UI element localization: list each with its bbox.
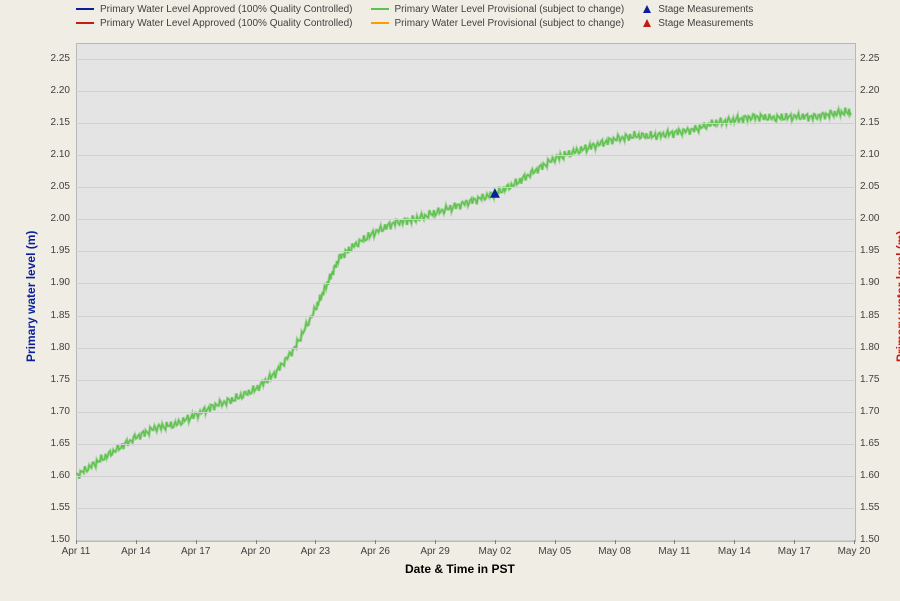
legend-item: Primary Water Level Provisional (subject… [371,18,625,29]
y-axis-left-title: Primary water level (m) [24,230,38,361]
x-tick-mark [256,540,257,544]
x-axis-title: Date & Time in PST [405,562,515,576]
y-right-tick-label: 1.90 [860,277,879,288]
y-axis-right-title: Primary water level (m) [894,230,900,361]
grid-line-horizontal [76,380,854,381]
legend-label: Primary Water Level Approved (100% Quali… [100,4,353,15]
y-left-tick-label: 1.95 [42,245,70,256]
y-left-tick-label: 1.60 [42,470,70,481]
x-tick-mark [555,540,556,544]
grid-line-horizontal [76,444,854,445]
y-left-tick-label: 2.10 [42,149,70,160]
x-tick-label: Apr 29 [415,546,455,557]
legend-item: Primary Water Level Approved (100% Quali… [76,18,353,29]
legend-line-swatch [76,22,94,24]
legend-item: Stage Measurements [642,4,753,15]
grid-line-horizontal [76,476,854,477]
y-right-tick-label: 2.25 [860,53,879,64]
y-right-tick-label: 1.75 [860,374,879,385]
x-tick-label: Apr 23 [295,546,335,557]
y-left-tick-label: 1.85 [42,310,70,321]
grid-line-horizontal [76,348,854,349]
y-right-tick-label: 2.10 [860,149,879,160]
y-right-tick-label: 2.00 [860,213,879,224]
y-left-tick-label: 1.65 [42,438,70,449]
grid-line-horizontal [76,251,854,252]
y-right-tick-label: 1.85 [860,310,879,321]
grid-line-horizontal [76,508,854,509]
legend-item: Primary Water Level Provisional (subject… [371,4,625,15]
grid-line-horizontal [76,540,854,541]
y-right-tick-label: 2.05 [860,181,879,192]
y-left-tick-label: 2.15 [42,117,70,128]
x-tick-label: Apr 26 [355,546,395,557]
x-tick-mark [794,540,795,544]
x-tick-label: May 08 [595,546,635,557]
y-right-tick-label: 1.50 [860,534,879,545]
legend-label: Stage Measurements [658,18,753,29]
y-left-tick-label: 2.05 [42,181,70,192]
grid-line-horizontal [76,412,854,413]
x-tick-label: May 14 [714,546,754,557]
legend-item: Primary Water Level Approved (100% Quali… [76,4,353,15]
x-tick-mark [854,540,855,544]
y-left-tick-label: 1.80 [42,342,70,353]
x-tick-label: May 20 [834,546,874,557]
y-left-tick-label: 2.25 [42,53,70,64]
x-tick-label: May 17 [774,546,814,557]
legend-line-swatch [76,8,94,10]
x-tick-label: Apr 17 [176,546,216,557]
y-right-tick-label: 1.55 [860,502,879,513]
y-left-tick-label: 2.20 [42,85,70,96]
y-left-tick-label: 1.50 [42,534,70,545]
x-tick-mark [615,540,616,544]
y-left-tick-label: 1.75 [42,374,70,385]
x-tick-label: Apr 20 [236,546,276,557]
legend-label: Stage Measurements [658,4,753,15]
y-right-tick-label: 2.15 [860,117,879,128]
grid-line-horizontal [76,316,854,317]
legend-line-swatch [371,8,389,10]
y-right-tick-label: 1.95 [860,245,879,256]
legend-triangle-swatch [642,4,652,14]
y-left-tick-label: 2.00 [42,213,70,224]
grid-line-horizontal [76,283,854,284]
grid-line-horizontal [76,155,854,156]
x-tick-mark [495,540,496,544]
y-left-tick-label: 1.70 [42,406,70,417]
y-right-tick-label: 2.20 [860,85,879,96]
x-tick-label: Apr 11 [56,546,96,557]
grid-line-horizontal [76,91,854,92]
x-tick-mark [315,540,316,544]
x-tick-mark [375,540,376,544]
x-tick-mark [734,540,735,544]
y-right-tick-label: 1.65 [860,438,879,449]
y-right-tick-label: 1.80 [860,342,879,353]
grid-line-horizontal [76,219,854,220]
x-tick-label: May 05 [535,546,575,557]
x-tick-mark [136,540,137,544]
grid-line-horizontal [76,123,854,124]
legend-label: Primary Water Level Provisional (subject… [395,4,625,15]
grid-line-horizontal [76,59,854,60]
legend-label: Primary Water Level Approved (100% Quali… [100,18,353,29]
x-tick-label: May 11 [654,546,694,557]
y-left-tick-label: 1.90 [42,277,70,288]
legend-label: Primary Water Level Provisional (subject… [395,18,625,29]
x-tick-mark [674,540,675,544]
y-right-tick-label: 1.60 [860,470,879,481]
legend-item: Stage Measurements [642,18,753,29]
x-tick-mark [196,540,197,544]
plot-area [76,43,856,542]
chart-legend: Primary Water Level Approved (100% Quali… [0,2,900,30]
x-tick-label: May 02 [475,546,515,557]
y-right-tick-label: 1.70 [860,406,879,417]
legend-line-swatch [371,22,389,24]
y-left-tick-label: 1.55 [42,502,70,513]
x-tick-label: Apr 14 [116,546,156,557]
x-tick-mark [435,540,436,544]
x-tick-mark [76,540,77,544]
legend-triangle-swatch [642,18,652,28]
grid-line-horizontal [76,187,854,188]
